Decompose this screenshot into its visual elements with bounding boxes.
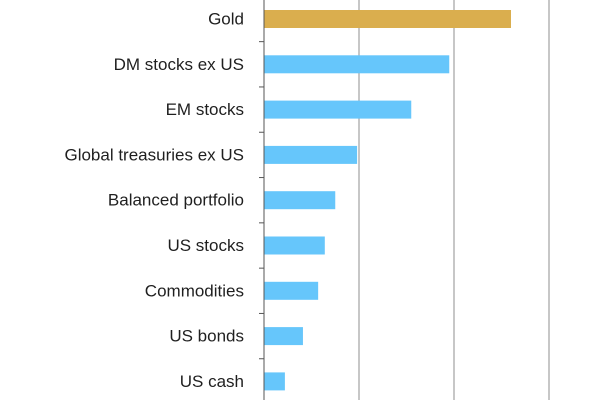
- bar-global-treasuries-ex-us: [264, 145, 358, 164]
- bar-us-cash: [264, 372, 285, 391]
- bar-dm-stocks-ex-us: [264, 55, 450, 74]
- category-label-us-bonds: US bonds: [169, 327, 244, 346]
- bar-us-bonds: [264, 327, 303, 346]
- category-label-dm-stocks-ex-us: DM stocks ex US: [114, 55, 244, 74]
- category-label-global-treasuries-ex-us: Global treasuries ex US: [64, 145, 244, 164]
- bars: [264, 10, 511, 391]
- bar-balanced-portfolio: [264, 191, 336, 210]
- bar-gold: [264, 10, 511, 28]
- bar-commodities: [264, 281, 319, 300]
- category-label-us-stocks: US stocks: [167, 236, 244, 255]
- category-label-gold: Gold: [208, 10, 244, 29]
- category-label-us-cash: US cash: [180, 372, 244, 391]
- category-label-commodities: Commodities: [145, 281, 244, 300]
- bar-em-stocks: [264, 100, 412, 119]
- category-labels: Gold DM stocks ex US EM stocks Global treas…: [64, 10, 244, 391]
- category-label-em-stocks: EM stocks: [166, 100, 244, 119]
- bar-us-stocks: [264, 236, 325, 255]
- category-label-balanced-portfolio: Balanced portfolio: [108, 191, 244, 210]
- category-axis: [259, 0, 265, 400]
